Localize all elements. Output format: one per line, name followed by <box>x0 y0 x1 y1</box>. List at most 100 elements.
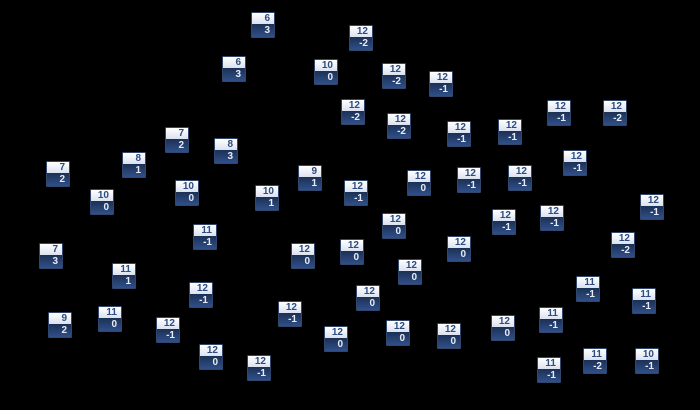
unit-bottom-value: 3 <box>40 255 62 268</box>
unit-top-value: 12 <box>200 345 222 356</box>
unit-box[interactable]: 12 -1 <box>429 71 453 97</box>
unit-bottom-value: 1 <box>299 177 321 190</box>
unit-top-value: 12 <box>248 356 270 367</box>
unit-box[interactable]: 12 -1 <box>498 119 522 145</box>
unit-box[interactable]: 12 -1 <box>457 167 481 193</box>
unit-top-value: 7 <box>40 244 62 255</box>
unit-bottom-value: 0 <box>387 332 409 345</box>
unit-box[interactable]: 12 0 <box>491 315 515 341</box>
unit-box[interactable]: 12 0 <box>340 239 364 265</box>
unit-box[interactable]: 10 -1 <box>635 348 659 374</box>
unit-bottom-value: -1 <box>430 83 452 96</box>
unit-bottom-value: -2 <box>383 75 405 88</box>
unit-box[interactable]: 12 -1 <box>492 209 516 235</box>
unit-box[interactable]: 11 -1 <box>537 357 561 383</box>
unit-box[interactable]: 8 3 <box>214 138 238 164</box>
unit-bottom-value: 1 <box>113 275 135 288</box>
unit-box[interactable]: 12 -1 <box>540 205 564 231</box>
unit-bottom-value: -1 <box>641 206 663 219</box>
unit-top-value: 12 <box>448 237 470 248</box>
unit-box[interactable]: 7 2 <box>165 127 189 153</box>
unit-bottom-value: 0 <box>315 71 337 84</box>
unit-bottom-value: -2 <box>350 37 372 50</box>
unit-top-value: 12 <box>341 240 363 251</box>
unit-box[interactable]: 12 0 <box>386 320 410 346</box>
unit-box[interactable]: 9 2 <box>48 312 72 338</box>
unit-bottom-value: 1 <box>123 164 145 177</box>
unit-top-value: 10 <box>176 181 198 192</box>
unit-top-value: 11 <box>633 289 655 300</box>
unit-bottom-value: -2 <box>342 111 364 124</box>
unit-box[interactable]: 11 -1 <box>539 307 563 333</box>
unit-bottom-value: -1 <box>248 367 270 380</box>
unit-bottom-value: 0 <box>492 327 514 340</box>
unit-bottom-value: -2 <box>604 112 626 125</box>
unit-box[interactable]: 6 3 <box>222 56 246 82</box>
unit-bottom-value: -1 <box>458 179 480 192</box>
unit-box[interactable]: 12 -1 <box>247 355 271 381</box>
unit-box[interactable]: 7 2 <box>46 161 70 187</box>
unit-box[interactable]: 11 0 <box>98 306 122 332</box>
unit-box[interactable]: 10 0 <box>314 59 338 85</box>
unit-box[interactable]: 12 -1 <box>344 180 368 206</box>
unit-box[interactable]: 12 -2 <box>387 113 411 139</box>
unit-box[interactable]: 12 -1 <box>189 282 213 308</box>
unit-top-value: 12 <box>458 168 480 179</box>
unit-top-value: 10 <box>91 190 113 201</box>
unit-box[interactable]: 11 -1 <box>632 288 656 314</box>
unit-box[interactable]: 12 -1 <box>447 121 471 147</box>
unit-box[interactable]: 12 -2 <box>382 63 406 89</box>
unit-bottom-value: 0 <box>438 335 460 348</box>
unit-box[interactable]: 12 0 <box>324 326 348 352</box>
unit-box[interactable]: 11 -2 <box>583 348 607 374</box>
unit-box[interactable]: 12 0 <box>291 243 315 269</box>
unit-top-value: 12 <box>430 72 452 83</box>
unit-box[interactable]: 12 -2 <box>603 100 627 126</box>
unit-bottom-value: -1 <box>541 217 563 230</box>
unit-box[interactable]: 10 0 <box>175 180 199 206</box>
unit-box[interactable]: 12 -2 <box>611 232 635 258</box>
unit-bottom-value: -1 <box>577 288 599 301</box>
unit-bottom-value: 1 <box>256 197 278 210</box>
unit-box[interactable]: 12 -1 <box>278 301 302 327</box>
unit-box[interactable]: 12 0 <box>437 323 461 349</box>
unit-box[interactable]: 11 -1 <box>576 276 600 302</box>
unit-box[interactable]: 12 -2 <box>349 25 373 51</box>
unit-box[interactable]: 12 -1 <box>640 194 664 220</box>
unit-bottom-value: 3 <box>252 24 274 37</box>
unit-top-value: 12 <box>493 210 515 221</box>
unit-box[interactable]: 8 1 <box>122 152 146 178</box>
unit-top-value: 11 <box>194 225 216 236</box>
unit-box[interactable]: 12 -1 <box>508 165 532 191</box>
unit-bottom-value: -1 <box>493 221 515 234</box>
unit-box[interactable]: 12 0 <box>407 170 431 196</box>
unit-top-value: 11 <box>99 307 121 318</box>
unit-bottom-value: -1 <box>279 313 301 326</box>
unit-bottom-value: -2 <box>612 244 634 257</box>
unit-box[interactable]: 12 -1 <box>563 150 587 176</box>
unit-box[interactable]: 11 1 <box>112 263 136 289</box>
unit-bottom-value: -1 <box>190 294 212 307</box>
unit-bottom-value: -1 <box>538 369 560 382</box>
unit-box[interactable]: 12 0 <box>398 259 422 285</box>
unit-box[interactable]: 12 -1 <box>156 317 180 343</box>
unit-box[interactable]: 11 -1 <box>193 224 217 250</box>
unit-box[interactable]: 12 0 <box>199 344 223 370</box>
unit-box[interactable]: 10 1 <box>255 185 279 211</box>
unit-top-value: 12 <box>357 286 379 297</box>
unit-box[interactable]: 12 0 <box>447 236 471 262</box>
unit-box[interactable]: 12 -1 <box>547 100 571 126</box>
unit-box[interactable]: 12 0 <box>356 285 380 311</box>
unit-box[interactable]: 6 3 <box>251 12 275 38</box>
unit-box[interactable]: 9 1 <box>298 165 322 191</box>
unit-top-value: 10 <box>256 186 278 197</box>
unit-box[interactable]: 7 3 <box>39 243 63 269</box>
unit-bottom-value: 2 <box>49 324 71 337</box>
unit-top-value: 6 <box>252 13 274 24</box>
unit-bottom-value: 0 <box>200 356 222 369</box>
unit-box[interactable]: 12 0 <box>382 213 406 239</box>
unit-box[interactable]: 12 -2 <box>341 99 365 125</box>
unit-top-value: 12 <box>612 233 634 244</box>
unit-box[interactable]: 10 0 <box>90 189 114 215</box>
